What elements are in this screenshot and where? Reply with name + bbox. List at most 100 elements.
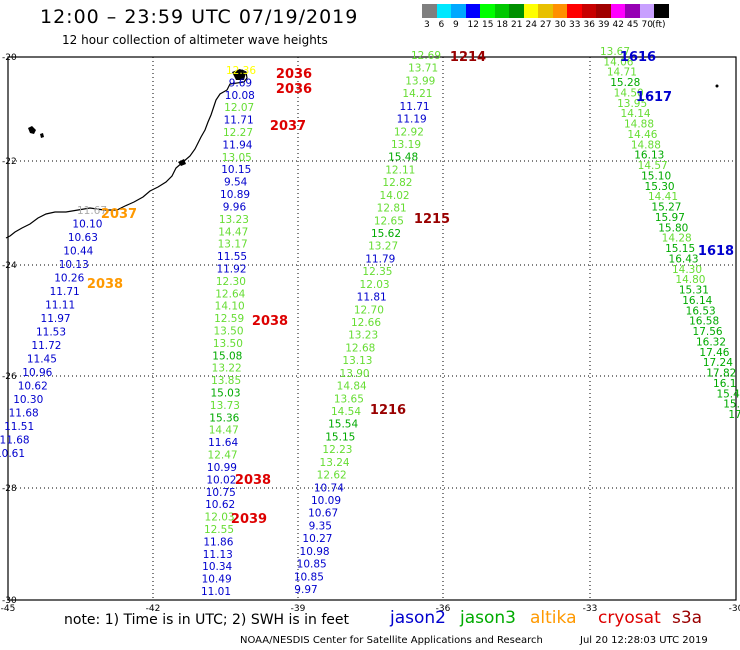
wave-height-value: 12.68 [345, 342, 375, 354]
track-t4: 13.6714.0614.7115.2814.5013.9514.1414.88… [600, 46, 740, 421]
wave-height-value: 11.55 [217, 251, 247, 263]
wave-height-value: 11.79 [365, 253, 395, 265]
wave-height-value: 14.10 [215, 301, 245, 313]
pass-time-label: 2036 [276, 67, 312, 82]
wave-height-value: 17.56 [693, 326, 723, 338]
longitude-label: -45 [1, 604, 16, 614]
wave-height-value: 10.30 [13, 394, 43, 406]
wave-height-value: 14.71 [607, 67, 637, 79]
wave-height-value: 15.15 [665, 243, 695, 255]
wave-height-value: 13.23 [348, 330, 378, 342]
wave-height-value: 15.10 [641, 170, 671, 182]
credit-text: NOAA/NESDIS Center for Satellite Applica… [240, 635, 543, 646]
color-swatch [581, 4, 596, 18]
pass-time-label: 2039 [231, 512, 267, 527]
color-scale-legend: 3 6 9 12 15 18 21 24 27 30 33 36 39 42 45 70 (ft) [422, 4, 669, 32]
wave-height-value: 12.36 [226, 65, 256, 77]
wave-height-value: 10.61 [0, 448, 25, 460]
wave-height-value: 15.97 [655, 212, 685, 224]
wave-height-value: 10.85 [297, 559, 327, 571]
wave-height-value: 9.96 [223, 201, 247, 213]
wave-height-value: 11.68 [9, 408, 39, 420]
coastline-islands [28, 126, 44, 138]
wave-height-value: 11.13 [203, 549, 233, 561]
wave-height-value: 16.32 [696, 336, 726, 348]
wave-height-value: 11.71 [50, 286, 80, 298]
pass-time-label: 1215 [414, 212, 450, 227]
color-scale-label: 24 [525, 20, 537, 30]
wave-height-value: 13.27 [368, 241, 398, 253]
pass-time-label: 2036 [276, 82, 312, 97]
longitude-label: -42 [146, 604, 161, 614]
color-swatch [523, 4, 538, 18]
wave-height-value: 12.82 [382, 177, 412, 189]
coastline-island [178, 159, 186, 166]
wave-height-value: 13.22 [212, 363, 242, 375]
wave-height-value: 16.58 [689, 316, 719, 328]
wave-height-value: 14.06 [603, 56, 633, 68]
color-swatch [422, 4, 437, 18]
wave-height-value: 12.92 [394, 126, 424, 138]
wave-height-value: 11.71 [400, 101, 430, 113]
wave-height-value: 10.67 [308, 508, 338, 520]
color-swatch [639, 4, 654, 18]
color-scale-label: 3 [424, 20, 430, 30]
color-swatch [596, 4, 611, 18]
wave-height-value: 14.57 [638, 160, 668, 172]
wave-height-value: 10.34 [202, 561, 232, 573]
color-scale-label: (ft) [652, 20, 666, 30]
wave-height-value: 15.80 [658, 222, 688, 234]
wave-height-value: 13.13 [342, 355, 372, 367]
wave-height-value: 10.63 [68, 232, 98, 244]
wave-height-value: 15.08 [212, 350, 242, 362]
wave-height-value: 14.28 [662, 233, 692, 245]
color-scale-label: 30 [554, 20, 566, 30]
color-swatch [509, 4, 524, 18]
satellite-legend-item: altika [530, 608, 577, 628]
wave-height-value: 13.50 [213, 338, 243, 350]
wave-height-value: 9.97 [294, 584, 317, 596]
color-swatch [552, 4, 567, 18]
track-t3: 12.6913.7113.9914.2111.7111.1912.9213.19… [294, 50, 441, 596]
wave-height-value: 14.02 [380, 190, 410, 202]
wave-height-value: 14.46 [627, 129, 657, 141]
wave-height-value: 14.47 [209, 425, 239, 437]
wave-height-value: 12.70 [354, 304, 384, 316]
wave-height-value: 15.03 [210, 388, 240, 400]
wave-height-value: 13.67 [600, 46, 630, 58]
wave-height-value: 12.47 [208, 450, 238, 462]
wave-height-value: 10.15 [221, 164, 251, 176]
wave-height-value: 15.62 [371, 228, 401, 240]
color-scale-label: 21 [511, 20, 523, 30]
color-scale-label: 27 [540, 20, 552, 30]
wave-height-value: 15.31 [679, 285, 709, 297]
wave-height-value: 17.46 [699, 347, 729, 359]
wave-height-value: 10.27 [302, 533, 332, 545]
wave-height-value: 15.4 [716, 388, 740, 400]
map-title: 12:00 – 23:59 UTC 07/19/2019 [40, 6, 359, 28]
wave-height-value: 12.66 [351, 317, 381, 329]
wave-height-value: 11.51 [4, 421, 34, 433]
color-scale-label: 42 [612, 20, 624, 30]
latitude-label: -30 [2, 596, 17, 606]
wave-height-value: 10.96 [22, 367, 52, 379]
wave-height-value: 17.82 [706, 368, 736, 380]
wave-height-value: 10.08 [225, 90, 255, 102]
latitude-label: -20 [2, 53, 17, 63]
pass-time-label: 2038 [87, 277, 123, 292]
wave-height-value: 15.36 [209, 412, 239, 424]
wave-height-value: 14.84 [337, 381, 367, 393]
axis-labels: -20-22-24-26-28-30-45-42-39-36-33-30 [1, 53, 740, 614]
wave-height-value: 14.50 [614, 87, 644, 99]
longitude-label: -30 [729, 604, 740, 614]
wave-height-value: 13.05 [222, 152, 252, 164]
color-scale-label: 6 [438, 20, 445, 30]
wave-height-value: 14.88 [631, 139, 661, 151]
track-t1: 12.369.6910.0812.0711.7112.2711.9413.051… [201, 65, 256, 598]
wave-height-value: 12.07 [224, 102, 254, 114]
wave-height-value: 12.30 [216, 276, 246, 288]
wave-height-value: 10.89 [220, 189, 250, 201]
color-swatch [625, 4, 640, 18]
wave-height-value: 16.43 [669, 253, 699, 265]
